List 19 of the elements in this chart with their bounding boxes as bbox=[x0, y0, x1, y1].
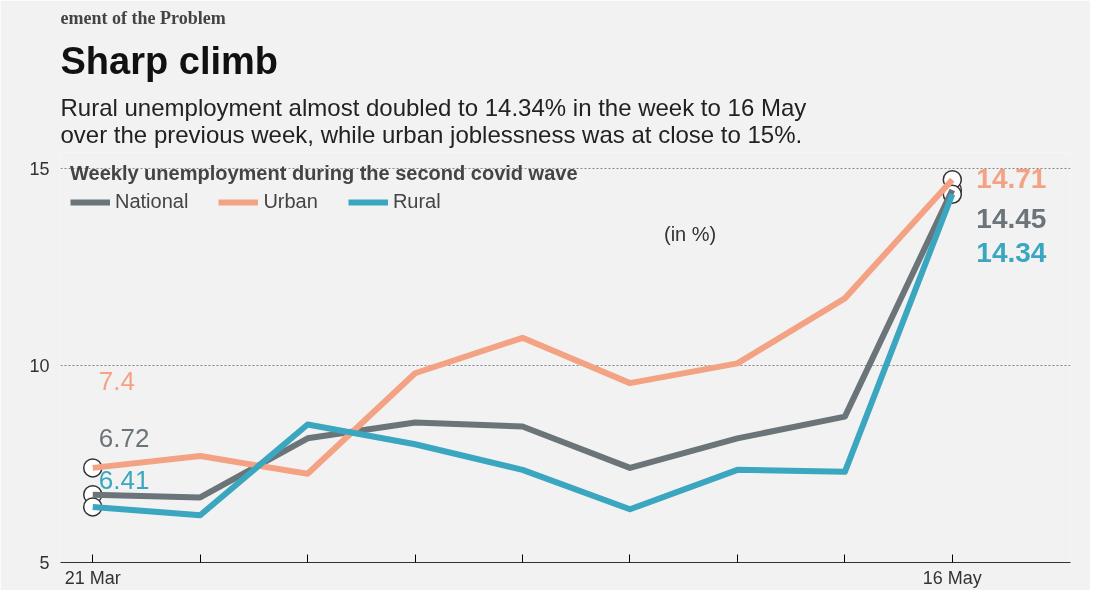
data-label: 7.4 bbox=[98, 365, 135, 396]
legend-label: Urban bbox=[263, 190, 318, 213]
data-label: 14.71 bbox=[976, 162, 1047, 194]
data-label: 14.34 bbox=[976, 237, 1047, 269]
chart-subtitle: Rural unemployment almost doubled to 14.34% in the week to 16 May over the previous week, while urban joblessness was at close to 15%. bbox=[60, 93, 807, 148]
legend-label: National bbox=[115, 190, 189, 213]
x-tick-label: 21 Mar bbox=[64, 567, 121, 588]
legend-title: Weekly unemployment during the second covid wave bbox=[70, 162, 578, 185]
annotation: (in %) bbox=[664, 222, 717, 245]
x-tick-label: 16 May bbox=[922, 567, 982, 588]
y-tick-label: 5 bbox=[39, 553, 50, 573]
text: ement of the Problem bbox=[60, 7, 226, 28]
y-tick-label: 10 bbox=[29, 355, 50, 376]
data-label: 14.45 bbox=[976, 202, 1047, 234]
chart-title: Sharp climb bbox=[60, 39, 278, 82]
legend-label: Rural bbox=[392, 190, 441, 213]
data-label: 6.41 bbox=[98, 464, 150, 495]
data-label: 6.72 bbox=[98, 422, 150, 453]
y-tick-label: 15 bbox=[29, 158, 50, 179]
